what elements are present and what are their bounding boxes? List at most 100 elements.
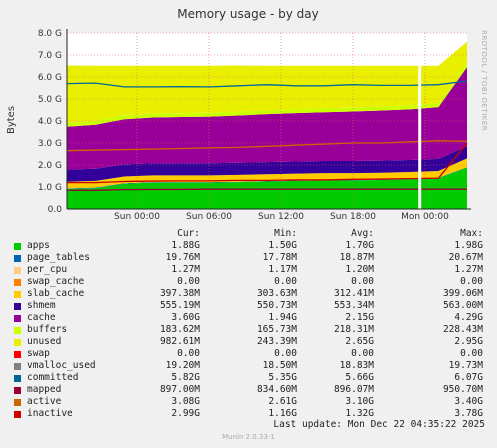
chart-title: Memory usage - by day	[177, 7, 318, 21]
legend-label: active	[27, 396, 62, 407]
legend-value-max: 1.98G	[454, 240, 483, 251]
legend-value-avg: 1.70G	[345, 240, 374, 251]
legend-header-cell: Avg:	[351, 228, 374, 239]
legend-value-avg: 2.65G	[345, 336, 374, 347]
y-tick-label: 0.0	[48, 205, 63, 215]
munin-version: Munin 2.0.33-1	[222, 433, 275, 441]
legend-header-cell: Min:	[274, 228, 297, 239]
legend-value-min: 550.73M	[256, 300, 297, 311]
legend-swatch	[14, 387, 21, 394]
legend-label: cache	[27, 312, 56, 323]
legend-swatch	[14, 243, 21, 250]
legend-value-avg: 18.87M	[339, 252, 374, 263]
legend-label: shmem	[27, 300, 56, 311]
legend-value-max: 399.06M	[442, 288, 483, 299]
legend-value-min: 1.94G	[268, 312, 297, 323]
data-gap	[418, 33, 422, 209]
legend-value-min: 18.50M	[262, 360, 297, 371]
legend-swatch	[14, 267, 21, 274]
legend-value-max: 3.40G	[454, 396, 483, 407]
legend-value-cur: 0.00	[177, 276, 200, 287]
legend-value-cur: 1.88G	[171, 240, 200, 251]
legend-row-buffers: buffers 183.62M 165.73M 218.31M 228.43M	[0, 324, 497, 336]
legend-label: mapped	[27, 384, 62, 395]
legend-label: inactive	[27, 408, 73, 419]
legend-value-min: 0.00	[274, 348, 297, 359]
x-tick-label: Sun 06:00	[186, 212, 232, 222]
legend-value-min: 5.35G	[268, 372, 297, 383]
legend-value-avg: 5.66G	[345, 372, 374, 383]
y-tick-label: 8.0 G	[38, 29, 62, 39]
legend-value-max: 20.67M	[448, 252, 483, 263]
legend-value-cur: 5.82G	[171, 372, 200, 383]
legend-swatch	[14, 399, 21, 406]
rrdtool-credit: RRDTOOL / TOBI OETIKER	[480, 30, 488, 131]
legend-value-cur: 555.19M	[159, 300, 200, 311]
legend-swatch	[14, 279, 21, 286]
legend-label: committed	[27, 372, 79, 383]
legend-value-min: 1.50G	[268, 240, 297, 251]
line-active	[66, 140, 468, 152]
y-tick-label: 5.0 G	[38, 95, 62, 105]
legend-value-avg: 0.00	[351, 276, 374, 287]
legend-value-cur: 183.62M	[159, 324, 200, 335]
legend-label: per_cpu	[27, 264, 68, 275]
legend-header-cell: Max:	[460, 228, 483, 239]
legend-value-avg: 218.31M	[333, 324, 374, 335]
legend-row-committed: committed 5.82G 5.35G 5.66G 6.07G	[0, 372, 497, 384]
legend-swatch	[14, 327, 21, 334]
legend-row-slab_cache: slab_cache 397.38M 303.63M 312.41M 399.06M	[0, 288, 497, 300]
legend-value-cur: 19.76M	[165, 252, 200, 263]
legend-value-cur: 1.27M	[171, 264, 200, 275]
legend-value-avg: 2.15G	[345, 312, 374, 323]
legend-label: apps	[27, 240, 50, 251]
legend-swatch	[14, 411, 21, 418]
legend-value-avg: 1.32G	[345, 408, 374, 419]
legend-row-swap: swap 0.00 0.00 0.00 0.00	[0, 348, 497, 360]
y-axis-label: Bytes	[6, 106, 17, 134]
legend-label: swap	[27, 348, 50, 359]
y-tick-label: 7.0 G	[38, 51, 62, 61]
legend-value-avg: 1.20M	[345, 264, 374, 275]
legend-value-max: 19.73M	[448, 360, 483, 371]
area-unused	[67, 41, 467, 123]
y-tick-label: 3.0 G	[38, 139, 62, 149]
legend-row-vmalloc_used: vmalloc_used 19.20M 18.50M 18.83M 19.73M	[0, 360, 497, 372]
x-tick-label: Sun 00:00	[114, 212, 160, 222]
legend-header: Cur: Min: Avg: Max:	[0, 228, 497, 240]
legend-value-avg: 3.10G	[345, 396, 374, 407]
legend-value-min: 303.63M	[256, 288, 297, 299]
x-tick-label: Sun 12:00	[258, 212, 304, 222]
legend-swatch	[14, 375, 21, 382]
legend-row-inactive: inactive 2.99G 1.16G 1.32G 3.78G	[0, 408, 497, 420]
legend-value-min: 1.17M	[268, 264, 297, 275]
legend-value-max: 1.27M	[454, 264, 483, 275]
legend-label: page_tables	[27, 252, 90, 263]
legend-value-max: 0.00	[460, 348, 483, 359]
legend-value-max: 0.00	[460, 276, 483, 287]
legend-value-min: 165.73M	[256, 324, 297, 335]
legend-value-min: 17.78M	[262, 252, 297, 263]
legend-swatch	[14, 363, 21, 370]
legend-label: buffers	[27, 324, 68, 335]
legend-value-max: 563.00M	[442, 300, 483, 311]
legend-value-cur: 3.60G	[171, 312, 200, 323]
legend-swatch	[14, 315, 21, 322]
legend-value-min: 1.16G	[268, 408, 297, 419]
legend-row-unused: unused 982.61M 243.39M 2.65G 2.95G	[0, 336, 497, 348]
legend-row-per_cpu: per_cpu 1.27M 1.17M 1.20M 1.27M	[0, 264, 497, 276]
x-tick-label: Mon 00:00	[401, 212, 449, 222]
legend-value-min: 243.39M	[256, 336, 297, 347]
legend-value-avg: 312.41M	[333, 288, 374, 299]
legend-value-avg: 0.00	[351, 348, 374, 359]
legend-value-cur: 19.20M	[165, 360, 200, 371]
area-cache	[67, 67, 467, 170]
legend-swatch	[14, 351, 21, 358]
legend-row-swap_cache: swap_cache 0.00 0.00 0.00 0.00	[0, 276, 497, 288]
line-inactive	[67, 142, 468, 184]
y-tick-label: 4.0 G	[38, 117, 62, 127]
legend-label: slab_cache	[27, 288, 85, 299]
legend-value-max: 4.29G	[454, 312, 483, 323]
last-update: Last update: Mon Dec 22 04:35:22 2025	[273, 419, 485, 430]
legend-row-apps: apps 1.88G 1.50G 1.70G 1.98G	[0, 240, 497, 252]
